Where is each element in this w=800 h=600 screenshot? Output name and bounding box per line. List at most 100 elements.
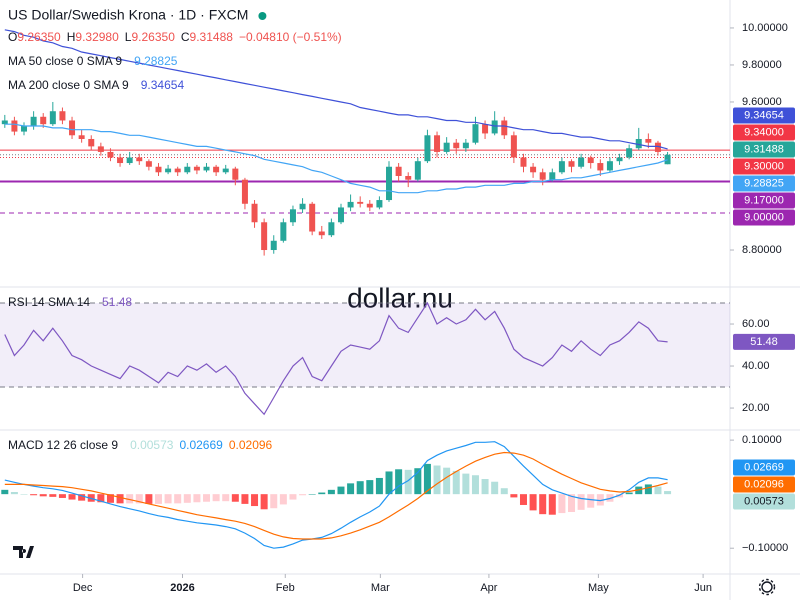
x-tick-label: Dec — [73, 582, 93, 594]
y-tick-label: 9.60000 — [742, 96, 782, 108]
y-tick-label: −0.10000 — [742, 542, 788, 554]
candle-body — [40, 116, 47, 125]
price-label: 9.34654 — [744, 109, 784, 121]
candle-body — [472, 124, 479, 143]
histogram-bar — [1, 489, 9, 495]
candle-body — [232, 168, 239, 180]
histogram-bar — [193, 494, 201, 503]
price-label: 9.00000 — [744, 211, 784, 223]
y-tick-label: 40.00 — [742, 360, 770, 372]
histogram-bar — [375, 477, 383, 495]
histogram-bar — [318, 492, 326, 495]
y-tick-label: 20.00 — [742, 402, 770, 414]
histogram-bar — [385, 471, 393, 495]
histogram-bar — [260, 494, 268, 510]
indicator-value: 0.02096 — [229, 438, 273, 452]
histogram-bar — [106, 494, 114, 503]
indicator-name: MA 50 close 0 SMA 9 — [8, 54, 122, 68]
candle-body — [635, 138, 642, 149]
histogram-bar — [241, 494, 249, 504]
candle-body — [626, 148, 633, 158]
candle-body — [549, 172, 556, 180]
candle-body — [453, 142, 460, 149]
histogram-bar — [279, 494, 287, 505]
histogram-bar — [30, 494, 38, 496]
candle-body — [664, 154, 671, 165]
histogram-bar — [164, 494, 172, 504]
ohlc-value: 9.31488 — [190, 30, 234, 44]
histogram-bar — [529, 494, 537, 511]
candle-body — [280, 222, 287, 241]
chart-title: US Dollar/Swedish Krona · 1D · FXCM — [8, 7, 248, 23]
histogram-bar — [664, 491, 672, 495]
price-label: 9.31488 — [744, 143, 784, 155]
histogram-bar — [471, 475, 479, 495]
indicator-name: MACD 12 26 close 9 — [8, 438, 118, 452]
gear-teeth[interactable] — [758, 578, 776, 596]
indicator-legend: MACD 12 26 close 9 0.00573 0.02669 0.02096 — [8, 438, 273, 452]
candle-body — [424, 135, 431, 162]
candle-body — [357, 201, 364, 204]
price-label-box — [733, 158, 795, 175]
candle-body — [386, 166, 393, 201]
histogram-bar — [231, 494, 239, 502]
histogram-bar — [443, 467, 451, 495]
y-tick-label: 60.00 — [742, 318, 770, 330]
histogram-bar — [78, 494, 86, 501]
x-tick-label: Jun — [694, 582, 712, 594]
candle-body — [261, 222, 268, 251]
candle-body — [337, 207, 344, 223]
candle-body — [251, 203, 258, 223]
histogram-bar — [49, 494, 57, 497]
candle-body — [654, 142, 661, 152]
histogram-bar — [97, 494, 105, 503]
price-label: 9.30000 — [744, 160, 784, 172]
candle-body — [145, 161, 152, 167]
histogram-bar — [596, 494, 604, 506]
candle-body — [616, 157, 623, 162]
candle-body — [222, 168, 229, 173]
price-label: 9.17000 — [744, 194, 784, 206]
candle-body — [539, 172, 546, 180]
gear[interactable] — [761, 581, 773, 593]
histogram-bar — [404, 469, 412, 495]
histogram-bar — [183, 494, 191, 503]
candle-body — [443, 142, 450, 152]
indicator-legend: RSI 14 SMA 14 51.48 — [8, 295, 132, 309]
price-label-box — [733, 107, 795, 124]
candle-body — [597, 163, 604, 171]
price-label: 9.28825 — [744, 177, 784, 189]
histogram-bar — [558, 494, 566, 514]
moving-average-line — [4, 29, 668, 150]
price-label-box — [733, 493, 795, 510]
candle-body — [30, 116, 37, 127]
histogram-bar — [347, 483, 355, 495]
x-tick-label: May — [588, 582, 609, 594]
macd-line — [4, 451, 668, 540]
candle-body — [11, 120, 18, 132]
candle-body — [501, 120, 508, 136]
candle-body — [530, 166, 537, 173]
candle-body — [21, 126, 28, 132]
change-value: −0.04810 (−0.51%) — [239, 30, 342, 44]
histogram-bar — [20, 494, 28, 495]
histogram-bar — [462, 473, 470, 495]
market-status-dot — [258, 12, 267, 20]
histogram-bar — [414, 468, 422, 495]
candle-body — [434, 135, 441, 152]
price-label-box — [733, 124, 795, 141]
histogram-bar — [548, 494, 556, 515]
candle-body — [482, 124, 489, 134]
ohlc-value: 9.32980 — [75, 30, 119, 44]
candle-body — [126, 157, 133, 164]
histogram-bar — [154, 494, 162, 504]
indicator-value: 0.00573 — [130, 438, 174, 452]
histogram-bar — [251, 494, 259, 507]
x-tick-label: Feb — [276, 582, 295, 594]
histogram-bar — [519, 494, 527, 505]
ohlc-legend: O9.26350 H9.32980 L9.26350 C9.31488 −0.04810… — [8, 30, 342, 44]
settings-icon[interactable] — [758, 578, 776, 596]
candle-body — [366, 203, 373, 208]
candle-body — [107, 151, 114, 158]
